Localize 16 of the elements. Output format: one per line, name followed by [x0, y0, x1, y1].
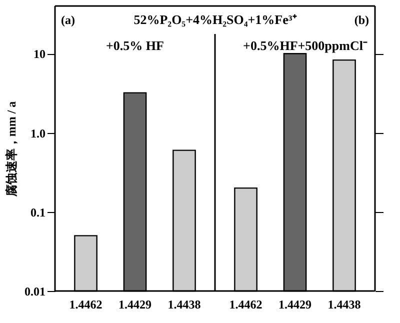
x-tick-label: 1.4429 [118, 298, 152, 312]
x-tick-label: 1.4462 [69, 298, 102, 312]
y-axis-title: 腐蚀速率，mm / a [4, 101, 18, 198]
annotation: (b) [354, 13, 369, 27]
annotation: (a) [61, 13, 75, 27]
y-tick-label: 1.0 [30, 126, 46, 140]
chart-title: 52%P₂O₅+4%H₂SO₄+1%Fe³⁺ [134, 12, 298, 27]
x-tick-label: 1.4438 [168, 298, 201, 312]
text: +0.5%HF+500ppmCl⁻ [243, 38, 368, 53]
text: +0.5% HF [106, 38, 164, 53]
x-tick-label: 1.4462 [229, 298, 262, 312]
x-tick-label: 1.4429 [278, 298, 312, 312]
x-tick-label: 1.4438 [328, 298, 361, 312]
y-tick-label: 0.01 [24, 284, 46, 298]
y-tick-label: 0.1 [30, 205, 46, 220]
y-tick-label: 10 [34, 47, 46, 62]
